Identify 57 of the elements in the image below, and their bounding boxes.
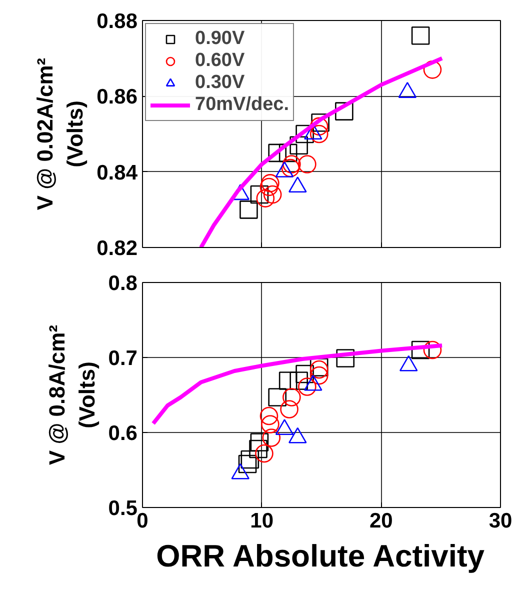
point (310, 117, 328, 136)
point (240, 450, 260, 469)
point (255, 444, 274, 463)
point (296, 364, 314, 384)
point (336, 349, 355, 368)
y-tick-label: 0.6 (108, 422, 138, 445)
point (238, 454, 257, 474)
point (296, 124, 314, 144)
point (249, 440, 268, 458)
point (335, 102, 354, 120)
point (280, 400, 298, 418)
point (268, 144, 286, 162)
point (256, 189, 275, 208)
point (240, 200, 258, 219)
point (262, 428, 281, 447)
point (282, 155, 301, 174)
legend-label: 70mV/dec. (195, 94, 289, 116)
point (411, 340, 430, 360)
y-axis-title: V @ 0.02A/cm² (Volts) (32, 58, 88, 210)
point (282, 388, 301, 406)
y-tick-label: 0.82 (96, 237, 138, 260)
point (268, 388, 286, 406)
point (411, 26, 430, 45)
point (250, 433, 269, 452)
point (263, 185, 282, 204)
y-tick-label: 0.88 (96, 10, 138, 33)
point (423, 60, 442, 79)
point (298, 378, 316, 396)
point (298, 155, 316, 174)
y-tick-label: 0.86 (96, 86, 138, 109)
point (278, 144, 298, 162)
point (281, 158, 300, 178)
y-axis-title: V @ 0.8A/cm² (Volts) (44, 324, 100, 466)
point (423, 340, 442, 360)
point (260, 406, 278, 426)
x-tick-label: 20 (369, 510, 393, 532)
point (250, 185, 269, 204)
y-tick-label: 0.8 (108, 272, 138, 295)
x-tick-label: 30 (488, 510, 512, 532)
point (310, 366, 328, 385)
legend-label: 0.30V (195, 72, 245, 94)
point (260, 178, 278, 196)
y-tick-label: 0.7 (108, 347, 138, 370)
y-tick-label: 0.84 (96, 161, 138, 184)
point (310, 124, 328, 144)
line-series (151, 344, 444, 426)
legend-label: 0.60V (195, 50, 245, 72)
point (261, 415, 280, 434)
point (261, 174, 280, 192)
point (290, 136, 308, 154)
point (278, 372, 298, 390)
legend-label: 0.90V (195, 28, 245, 50)
x-tick-label: 0 (136, 510, 148, 532)
y-tick-label: 0.5 (108, 497, 138, 520)
point (290, 372, 308, 390)
x-tick-label: 10 (250, 510, 274, 532)
x-axis-title: ORR Absolute Activity (156, 538, 486, 574)
